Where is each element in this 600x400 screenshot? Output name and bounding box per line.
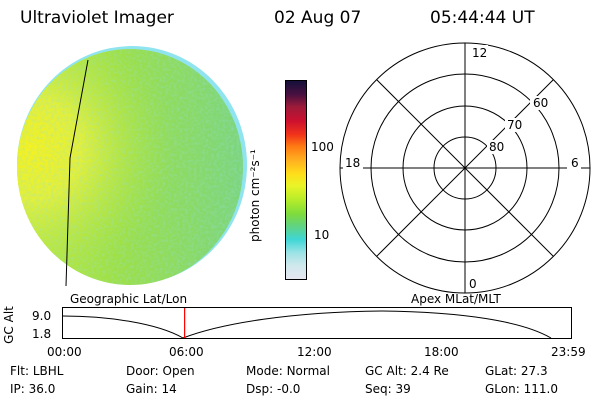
dsp-info: Dsp: -0.0 <box>246 382 301 396</box>
filter-info: Flt: LBHL <box>10 364 64 378</box>
timeline-y-max: 9.0 <box>32 309 52 323</box>
glat-info: GLat: 27.3 <box>485 364 548 378</box>
colorbar-tick-10: 10 <box>314 228 330 242</box>
geographic-coords-label: Geographic Lat/Lon <box>70 292 188 306</box>
orbit-altitude-timeline <box>62 307 572 339</box>
mlt-label-12: 12 <box>472 46 487 60</box>
timeline-y-min: 1.8 <box>32 327 52 341</box>
gain-info: Gain: 14 <box>126 382 177 396</box>
altitude-curve <box>62 310 552 339</box>
timeline-tick-0: 00:00 <box>47 345 82 359</box>
glon-info: GLon: 111.0 <box>485 382 558 396</box>
instrument-title: Ultraviolet Imager <box>20 8 174 28</box>
color-scale-bar <box>285 80 307 280</box>
ip-info: IP: 36.0 <box>10 382 56 396</box>
ip-value: 36.0 <box>28 382 56 396</box>
apex-coords-label: Apex MLat/MLT <box>411 292 501 306</box>
timeline-tick-3: 18:00 <box>424 345 459 359</box>
glon-value: 111.0 <box>523 382 558 396</box>
auroral-uv-image <box>17 46 247 287</box>
gain-value: 14 <box>161 382 177 396</box>
timeline-tick-1: 06:00 <box>169 345 204 359</box>
mlt-label-0: 0 <box>469 277 477 291</box>
observation-time: 05:44:44 UT <box>430 8 535 28</box>
seq-value: 39 <box>395 382 411 396</box>
mlt-label-6: 6 <box>571 156 579 170</box>
lat-label-80: 80 <box>489 140 504 154</box>
polar-mlat-mlt-plot: 12 6 18 0 60 70 80 <box>339 42 591 294</box>
dsp-value: -0.0 <box>276 382 301 396</box>
door-value: Open <box>162 364 195 378</box>
lat-label-60: 60 <box>533 96 548 110</box>
mlt-label-18: 18 <box>345 156 360 170</box>
mode-info: Mode: Normal <box>246 364 330 378</box>
timeline-axis-label: GC Alt <box>1 306 16 344</box>
timeline-tick-4: 23:59 <box>551 345 586 359</box>
meridian-diagonal-2 <box>376 79 554 257</box>
terminator-line <box>65 59 89 287</box>
glat-value: 27.3 <box>520 364 548 378</box>
filter-value: LBHL <box>32 364 64 378</box>
seq-info: Seq: 39 <box>365 382 411 396</box>
mode-value: Normal <box>286 364 330 378</box>
observation-date: 02 Aug 07 <box>274 8 362 28</box>
lat-label-70: 70 <box>507 118 522 132</box>
timeline-tick-2: 12:00 <box>297 345 332 359</box>
colorbar-tick-100: 100 <box>311 140 334 154</box>
colorbar-units-label: photon cm⁻²s⁻¹ <box>248 149 262 242</box>
gc-alt-info: GC Alt: 2.4 Re <box>365 364 449 378</box>
gc-alt-value: 2.4 Re <box>410 364 449 378</box>
door-info: Door: Open <box>126 364 195 378</box>
